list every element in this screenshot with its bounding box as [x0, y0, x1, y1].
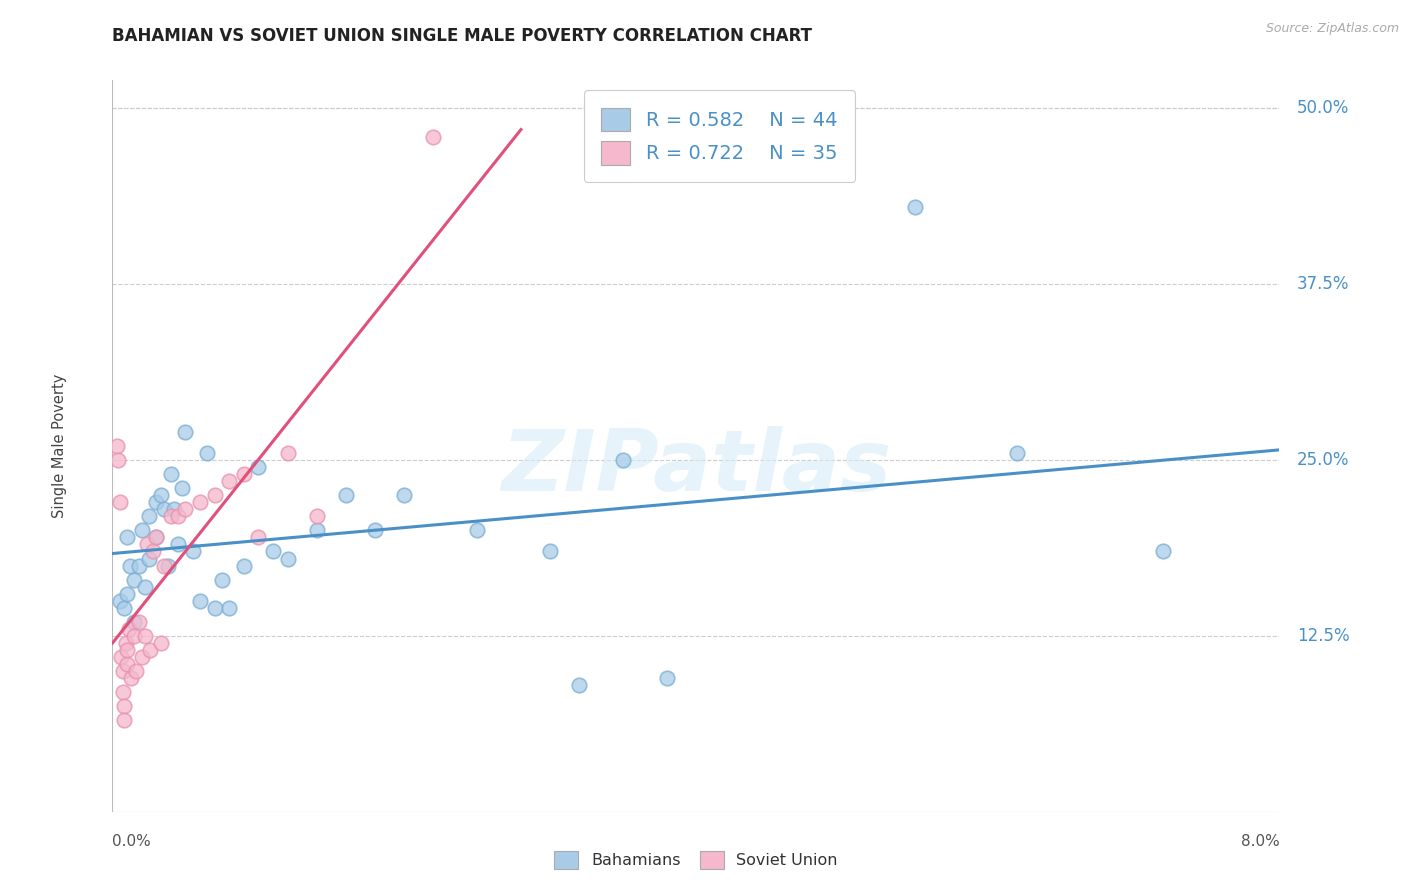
- Point: [118, 558, 141, 573]
- Text: Source: ZipAtlas.com: Source: ZipAtlas.com: [1265, 22, 1399, 36]
- Point: [904, 200, 927, 214]
- Point: [105, 439, 128, 453]
- Point: [114, 636, 136, 650]
- Point: [167, 509, 190, 524]
- Point: [152, 558, 174, 573]
- Point: [115, 530, 138, 544]
- Point: [204, 600, 226, 615]
- Point: [138, 509, 160, 524]
- Point: [568, 678, 591, 692]
- Point: [112, 714, 135, 728]
- Point: [120, 671, 142, 685]
- Text: BAHAMIAN VS SOVIET UNION SINGLE MALE POVERTY CORRELATION CHART: BAHAMIAN VS SOVIET UNION SINGLE MALE POV…: [112, 27, 813, 45]
- Point: [149, 636, 172, 650]
- Point: [131, 524, 153, 538]
- Point: [149, 488, 172, 502]
- Point: [276, 446, 298, 460]
- Point: [422, 129, 444, 144]
- Point: [247, 530, 270, 544]
- Point: [174, 502, 197, 516]
- Text: 25.0%: 25.0%: [1296, 451, 1350, 469]
- Point: [612, 453, 634, 467]
- Legend: Bahamians, Soviet Union: Bahamians, Soviet Union: [548, 845, 844, 875]
- Point: [465, 524, 488, 538]
- Point: [160, 467, 183, 482]
- Point: [112, 600, 135, 615]
- Point: [305, 524, 328, 538]
- Point: [218, 600, 240, 615]
- Point: [134, 629, 156, 643]
- Point: [181, 544, 204, 558]
- Point: [128, 615, 150, 629]
- Point: [145, 495, 167, 509]
- Point: [1152, 544, 1174, 558]
- Point: [108, 495, 131, 509]
- Point: [110, 650, 132, 665]
- Point: [108, 593, 131, 607]
- Text: 8.0%: 8.0%: [1240, 834, 1279, 848]
- Point: [115, 643, 138, 657]
- Point: [145, 530, 167, 544]
- Text: 50.0%: 50.0%: [1296, 99, 1350, 118]
- Point: [305, 509, 328, 524]
- Point: [112, 699, 135, 714]
- Point: [136, 537, 159, 551]
- Text: 12.5%: 12.5%: [1296, 627, 1350, 645]
- Point: [188, 593, 211, 607]
- Point: [139, 643, 162, 657]
- Point: [131, 650, 153, 665]
- Point: [142, 544, 165, 558]
- Point: [188, 495, 211, 509]
- Point: [163, 502, 186, 516]
- Point: [364, 524, 387, 538]
- Point: [124, 573, 146, 587]
- Point: [160, 509, 183, 524]
- Point: [392, 488, 416, 502]
- Point: [115, 587, 138, 601]
- Point: [195, 446, 218, 460]
- Text: Single Male Poverty: Single Male Poverty: [52, 374, 67, 518]
- Point: [167, 537, 190, 551]
- Point: [111, 685, 134, 699]
- Point: [262, 544, 284, 558]
- Point: [276, 551, 298, 566]
- Point: [232, 558, 254, 573]
- Point: [152, 502, 174, 516]
- Point: [204, 488, 226, 502]
- Point: [117, 622, 139, 636]
- Point: [655, 671, 678, 685]
- Text: 0.0%: 0.0%: [112, 834, 152, 848]
- Point: [1005, 446, 1028, 460]
- Point: [115, 657, 138, 671]
- Point: [211, 573, 233, 587]
- Text: 37.5%: 37.5%: [1296, 276, 1350, 293]
- Point: [125, 664, 148, 678]
- Point: [124, 629, 146, 643]
- Point: [232, 467, 254, 482]
- Legend: R = 0.582    N = 44, R = 0.722    N = 35: R = 0.582 N = 44, R = 0.722 N = 35: [583, 90, 855, 182]
- Point: [335, 488, 357, 502]
- Point: [107, 453, 129, 467]
- Point: [138, 551, 160, 566]
- Text: ZIPatlas: ZIPatlas: [501, 426, 891, 509]
- Point: [538, 544, 561, 558]
- Point: [124, 615, 146, 629]
- Point: [172, 481, 194, 495]
- Point: [247, 460, 270, 475]
- Point: [218, 474, 240, 488]
- Point: [128, 558, 150, 573]
- Point: [111, 664, 134, 678]
- Point: [145, 530, 167, 544]
- Point: [174, 425, 197, 439]
- Point: [134, 580, 156, 594]
- Point: [156, 558, 179, 573]
